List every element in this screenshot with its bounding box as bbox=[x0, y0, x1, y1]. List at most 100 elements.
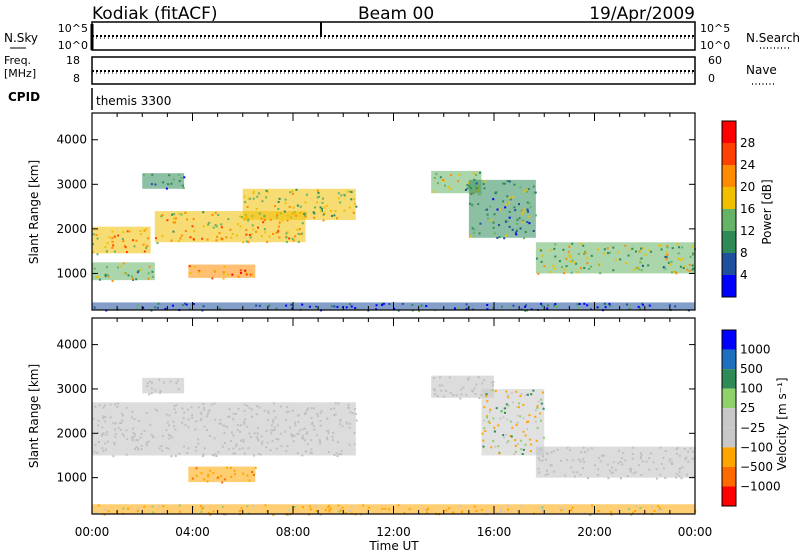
x-tick-label: 12:00 bbox=[376, 525, 411, 539]
velocity-cell bbox=[687, 460, 690, 463]
velocity-cell bbox=[556, 448, 559, 451]
power-cell bbox=[148, 265, 151, 268]
power-cell bbox=[249, 273, 252, 276]
power-cell bbox=[644, 253, 647, 256]
power-cell bbox=[153, 306, 156, 309]
velocity-frame bbox=[91, 317, 696, 515]
velocity-cell bbox=[232, 447, 235, 450]
velocity-cell bbox=[297, 414, 300, 417]
velocity-cell bbox=[451, 512, 454, 515]
velocity-cell bbox=[639, 506, 642, 509]
velocity-cell bbox=[639, 452, 642, 455]
velocity-cell bbox=[173, 425, 176, 428]
velocity-cell bbox=[538, 459, 541, 462]
power-cell bbox=[609, 304, 612, 307]
power-colorbar-segment bbox=[722, 187, 736, 209]
velocity-cell bbox=[607, 477, 610, 480]
power-cell bbox=[92, 233, 95, 236]
power-cell bbox=[286, 219, 289, 222]
power-cell bbox=[509, 198, 512, 201]
power-cell bbox=[339, 201, 342, 204]
velocity-cell bbox=[195, 446, 198, 449]
x-tick-label: 00:00 bbox=[75, 525, 110, 539]
power-cell bbox=[381, 302, 384, 305]
velocity-colorbar-tick: −100 bbox=[740, 440, 773, 454]
velocity-cell bbox=[140, 433, 143, 436]
station-title: Kodiak (fitACF) bbox=[92, 4, 218, 24]
power-cell bbox=[248, 234, 251, 237]
velocity-cell bbox=[238, 448, 241, 451]
velocity-cell bbox=[524, 443, 527, 446]
power-cell bbox=[246, 240, 249, 243]
power-axes: 1000 2000 3000 4000 bbox=[56, 113, 695, 310]
power-cell bbox=[457, 307, 460, 310]
velocity-cell bbox=[223, 425, 226, 428]
velocity-cell bbox=[251, 415, 254, 418]
power-cell bbox=[343, 209, 346, 212]
velocity-cell bbox=[146, 382, 149, 385]
power-cell bbox=[584, 252, 587, 255]
cpid-value: themis 3300 bbox=[96, 94, 171, 108]
velocity-cell bbox=[331, 435, 334, 438]
velocity-cell bbox=[346, 422, 349, 425]
velocity-cell bbox=[159, 389, 162, 392]
power-cell bbox=[558, 260, 561, 263]
power-cell bbox=[301, 222, 304, 225]
velocity-cell bbox=[448, 376, 451, 379]
velocity-cell bbox=[249, 436, 252, 439]
velocity-cell bbox=[305, 432, 308, 435]
power-cell bbox=[598, 306, 601, 309]
velocity-cell bbox=[238, 430, 241, 433]
power-cell bbox=[146, 245, 149, 248]
power-cell bbox=[316, 189, 319, 192]
velocity-cell bbox=[436, 395, 439, 398]
velocity-cell bbox=[536, 405, 539, 408]
power-cell bbox=[486, 308, 489, 311]
velocity-cell bbox=[187, 447, 190, 450]
power-cell bbox=[217, 213, 220, 216]
velocity-colorbar-label: Velocity [m s⁻¹] bbox=[775, 377, 789, 470]
velocity-cell bbox=[333, 413, 336, 416]
velocity-cell bbox=[168, 414, 171, 417]
velocity-cell bbox=[214, 453, 217, 456]
power-cell bbox=[567, 250, 570, 253]
power-cell bbox=[470, 187, 473, 190]
power-colorbar-tick: 28 bbox=[740, 136, 755, 150]
velocity-cell bbox=[586, 477, 589, 480]
velocity-colorbar: 1000 500 100 25 −25 −100 −500 −1000 bbox=[721, 329, 781, 507]
velocity-cell bbox=[266, 418, 269, 421]
velocity-cell bbox=[284, 430, 287, 433]
velocity-colorbar-segment bbox=[722, 408, 736, 428]
velocity-cell bbox=[631, 511, 634, 514]
power-cell bbox=[425, 304, 428, 307]
power-cell bbox=[212, 226, 215, 229]
power-cell bbox=[665, 251, 668, 254]
power-cell bbox=[301, 232, 304, 235]
velocity-cell bbox=[678, 454, 681, 457]
power-cell bbox=[538, 248, 541, 251]
power-cell bbox=[477, 193, 480, 196]
power-cell bbox=[471, 227, 474, 230]
velocity-cell bbox=[206, 480, 209, 483]
velocity-cell bbox=[622, 452, 625, 455]
velocity-cell bbox=[256, 432, 259, 435]
power-cell bbox=[202, 211, 205, 214]
velocity-cell bbox=[168, 437, 171, 440]
velocity-cell bbox=[312, 407, 315, 410]
power-cell bbox=[352, 211, 355, 214]
velocity-cell bbox=[103, 404, 106, 407]
power-cell bbox=[239, 225, 242, 228]
power-cell bbox=[321, 197, 324, 200]
velocity-cell bbox=[353, 443, 356, 446]
power-cell bbox=[191, 225, 194, 228]
power-cell bbox=[215, 239, 218, 242]
power-cell bbox=[142, 243, 145, 246]
velocity-cell bbox=[571, 459, 574, 462]
velocity-cell bbox=[313, 428, 316, 431]
velocity-cell bbox=[482, 445, 485, 448]
power-cell bbox=[229, 228, 232, 231]
velocity-colorbar-segment bbox=[722, 486, 736, 506]
velocity-cell bbox=[232, 418, 235, 421]
freq-label: Freq. bbox=[4, 54, 31, 67]
velocity-cell bbox=[264, 504, 267, 507]
